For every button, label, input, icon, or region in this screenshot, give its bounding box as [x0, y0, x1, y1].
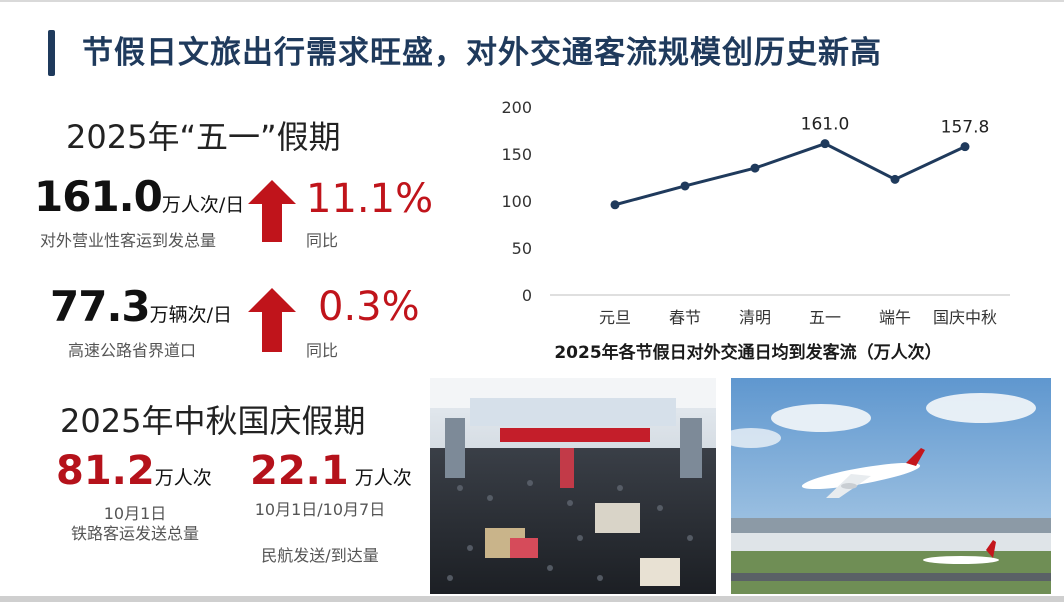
may-day-stat1-value: 161.0 — [34, 172, 163, 221]
data-point — [890, 174, 900, 184]
mid-autumn-stat2: 22.1 万人次 — [250, 448, 412, 494]
x-tick-label: 端午 — [879, 308, 911, 327]
line-chart: 0 50 100 150 200 元旦 春节 清明 五一 端午 国庆中秋 161.0 157.8 20… — [501, 98, 1010, 363]
may-day-stat2-change: 0.3% — [318, 284, 420, 330]
chart-title: 2025年各节假日对外交通日均到发客流（万人次） — [554, 342, 941, 363]
may-day-stat1-change: 11.1% — [306, 176, 434, 222]
series-line — [614, 142, 966, 207]
x-tick-label: 春节 — [669, 308, 701, 327]
y-tick-label: 0 — [522, 286, 532, 305]
may-day-stat2-unit: 万辆次/日 — [149, 304, 233, 326]
may-day-stat2: 77.3万辆次/日 — [50, 282, 232, 331]
may-day-stat1-label: 对外营业性客运到发总量 — [40, 231, 217, 250]
airplane-icon — [801, 448, 925, 498]
airplane-takeoff-photo — [731, 378, 1051, 594]
mid-autumn-stat1-label: 铁路客运发送总量 — [70, 524, 199, 543]
arrow-up-icon — [248, 180, 296, 242]
data-point — [820, 139, 830, 149]
data-label: 161.0 — [801, 115, 850, 135]
mid-autumn-stat1-unit: 万人次 — [154, 467, 212, 489]
mid-autumn-stat2-date: 10月1日/10月7日 — [254, 500, 386, 519]
x-tick-label: 五一 — [809, 308, 841, 327]
y-tick-label: 50 — [512, 239, 532, 258]
data-point — [960, 142, 970, 152]
data-label: 157.8 — [941, 118, 990, 138]
title-accent-bar — [48, 30, 55, 76]
arrow-up-icon — [248, 288, 296, 352]
mid-autumn-section-title: 2025年中秋国庆假期 — [60, 402, 366, 440]
may-day-stat2-value: 77.3 — [50, 282, 151, 331]
mid-autumn-stat2-label: 民航发送/到达量 — [261, 546, 379, 565]
mid-autumn-stat1-value: 81.2 — [56, 448, 155, 494]
x-tick-label: 元旦 — [599, 308, 631, 327]
data-point — [750, 163, 760, 173]
may-day-stat1: 161.0万人次/日 — [34, 172, 244, 221]
may-day-stat2-change-label: 同比 — [306, 341, 339, 360]
mid-autumn-stat2-value: 22.1 — [250, 448, 349, 494]
x-tick-label: 清明 — [739, 308, 771, 327]
y-tick-label: 200 — [501, 98, 532, 117]
y-tick-label: 100 — [501, 192, 532, 211]
x-tick-label: 国庆中秋 — [933, 308, 997, 327]
page-title: 节假日文旅出行需求旺盛，对外交通客流规模创历史新高 — [82, 35, 882, 71]
data-point — [610, 200, 620, 210]
may-day-section-title: 2025年“五一”假期 — [66, 118, 341, 156]
may-day-stat1-change-label: 同比 — [306, 231, 339, 250]
may-day-stat2-label: 高速公路省界道口 — [68, 341, 197, 360]
may-day-stat1-unit: 万人次/日 — [161, 194, 245, 216]
data-point — [680, 181, 690, 191]
mid-autumn-stat2-unit: 万人次 — [354, 467, 412, 489]
mid-autumn-stat1: 81.2万人次 — [56, 448, 212, 494]
y-tick-label: 150 — [501, 145, 532, 164]
railway-station-hall-photo — [430, 378, 716, 594]
mid-autumn-stat1-date: 10月1日 — [103, 504, 167, 523]
